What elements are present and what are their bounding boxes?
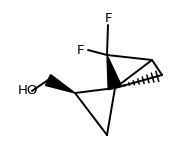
Text: F: F [76,43,84,57]
Text: HO: HO [18,85,38,97]
Polygon shape [45,75,75,93]
Text: F: F [104,12,112,24]
Polygon shape [107,55,122,90]
